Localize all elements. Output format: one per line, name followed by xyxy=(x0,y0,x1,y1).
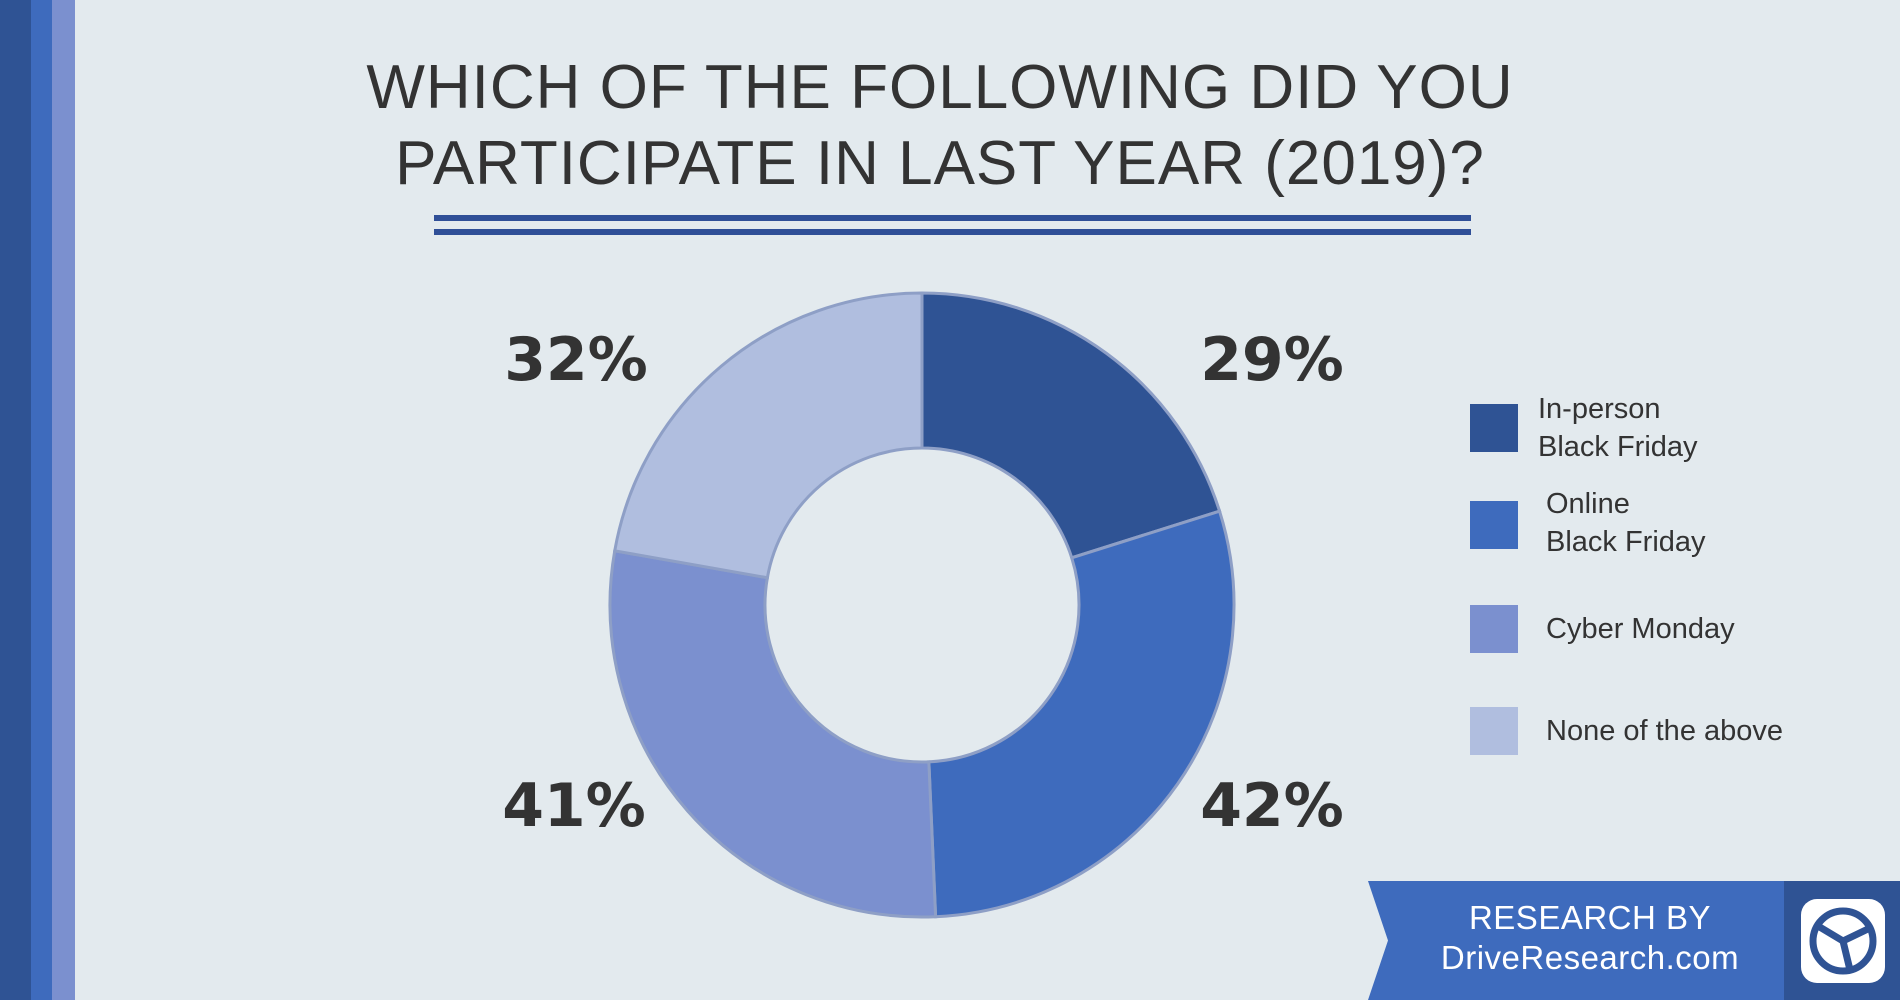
brand-credit-line-2: DriveResearch.com xyxy=(1440,939,1740,976)
legend-item-in-person-black-friday: In-person Black Friday xyxy=(1470,393,1870,488)
value-label-none-of-the-above: 32% xyxy=(504,325,648,395)
legend-swatch-in-person-black-friday xyxy=(1470,404,1518,452)
donut-slice-in-person-black-friday xyxy=(920,291,1222,560)
brand-ribbon xyxy=(1368,881,1784,1000)
value-label-in-person-black-friday: 29% xyxy=(1200,325,1344,395)
chart-title-line-2: PARTICIPATE IN LAST YEAR (2019)? xyxy=(395,129,1485,198)
brand-credit: RESEARCH BY DriveResearch.com xyxy=(1380,898,1800,978)
donut-value-labels: 29% 42% 41% 32% xyxy=(502,325,1344,841)
value-label-cyber-monday: 41% xyxy=(502,771,646,841)
legend-swatch-online-black-friday xyxy=(1470,501,1518,549)
brand-credit-line-1: RESEARCH BY xyxy=(1468,899,1712,936)
donut-slice-cyber-monday xyxy=(608,549,938,919)
legend-item-cyber-monday: Cyber Monday xyxy=(1470,605,1870,695)
title-divider-top xyxy=(434,215,1471,221)
legend-label-none-of-the-above: None of the above xyxy=(1546,715,1784,747)
decor-stripe-mid xyxy=(31,0,52,1000)
decor-stripe-dark xyxy=(0,0,31,1000)
legend-label-cyber-monday: Cyber Monday xyxy=(1546,613,1735,645)
donut-slice-online-black-friday xyxy=(927,509,1236,919)
value-label-online-black-friday: 42% xyxy=(1200,771,1344,841)
legend-label-online-black-friday: Online Black Friday xyxy=(1546,488,1706,558)
legend-label-in-person-black-friday: In-person Black Friday xyxy=(1538,393,1698,463)
decor-stripe-light xyxy=(52,0,75,1000)
donut-slice-none-of-the-above xyxy=(613,291,924,580)
legend-item-online-black-friday: Online Black Friday xyxy=(1470,488,1870,585)
legend-item-none-of-the-above: None of the above xyxy=(1470,707,1870,797)
legend-swatch-cyber-monday xyxy=(1470,605,1518,653)
chart-title-line-1: WHICH OF THE FOLLOWING DID YOU xyxy=(366,53,1514,122)
legend-swatch-none-of-the-above xyxy=(1470,707,1518,755)
steering-wheel-icon xyxy=(1801,899,1885,983)
chart-title: WHICH OF THE FOLLOWING DID YOU PARTICIPA… xyxy=(200,50,1680,202)
title-divider-bottom xyxy=(434,229,1471,235)
donut-slices xyxy=(608,291,1236,919)
